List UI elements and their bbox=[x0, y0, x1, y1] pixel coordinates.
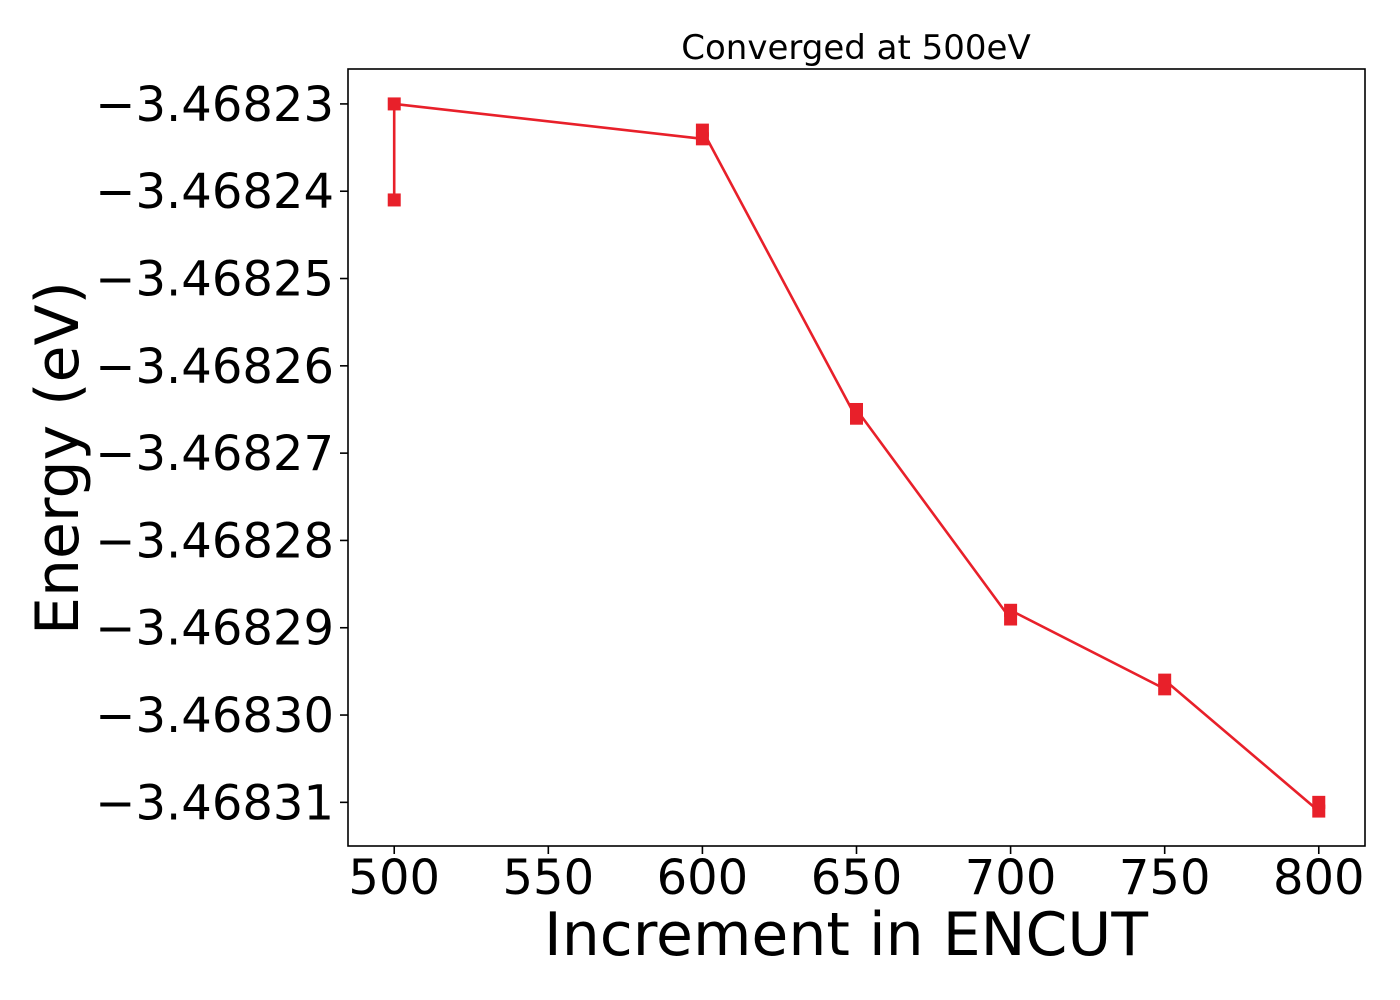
x-tick-label: 750 bbox=[1119, 850, 1211, 906]
y-tick-label: −3.46828 bbox=[95, 513, 334, 569]
series-layer bbox=[387, 97, 1326, 818]
x-tick-label: 700 bbox=[965, 850, 1057, 906]
data-point-marker bbox=[387, 193, 401, 207]
chart-title: Converged at 500eV bbox=[681, 28, 1030, 68]
data-point-marker bbox=[387, 97, 401, 111]
y-tick-label: −3.46823 bbox=[95, 77, 334, 133]
plot-frame bbox=[347, 68, 1366, 847]
x-tick-label: 800 bbox=[1273, 850, 1365, 906]
x-tick-label: 500 bbox=[348, 850, 440, 906]
x-axis-ticks: 500 550 600 650 700 750 800 bbox=[348, 846, 1365, 906]
data-point-marker bbox=[1004, 603, 1018, 617]
data-point-marker bbox=[1312, 795, 1326, 809]
y-tick-label: −3.46831 bbox=[95, 775, 334, 831]
y-tick-label: −3.46829 bbox=[95, 601, 334, 657]
y-axis-ticks: −3.46823 −3.46824 −3.46825 −3.46826 −3.46827… bbox=[95, 77, 348, 831]
x-tick-label: 550 bbox=[503, 850, 595, 906]
data-point-marker bbox=[695, 123, 709, 137]
y-tick-label: −3.46826 bbox=[95, 339, 334, 395]
y-tick-label: −3.46827 bbox=[95, 426, 334, 482]
y-tick-label: −3.46825 bbox=[95, 252, 334, 308]
x-axis-title: Increment in ENCUT bbox=[544, 900, 1148, 970]
series-line bbox=[392, 102, 1321, 813]
y-tick-label: −3.46830 bbox=[95, 688, 334, 744]
y-tick-label: −3.46824 bbox=[95, 164, 334, 220]
x-tick-label: 600 bbox=[657, 850, 749, 906]
x-tick-label: 650 bbox=[811, 850, 903, 906]
data-point-marker bbox=[850, 402, 863, 416]
y-axis-title: Energy (eV) bbox=[23, 281, 93, 635]
data-point-marker bbox=[1158, 673, 1172, 687]
